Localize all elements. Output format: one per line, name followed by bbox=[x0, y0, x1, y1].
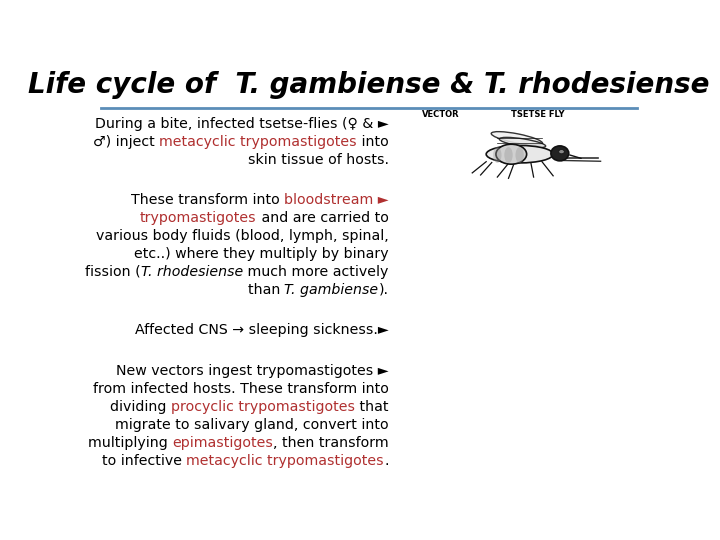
Text: ).: ). bbox=[379, 282, 389, 296]
Text: New vectors ingest trypomastigotes ►: New vectors ingest trypomastigotes ► bbox=[116, 364, 389, 378]
Text: During a bite, infected tsetse-flies (♀ & ►: During a bite, infected tsetse-flies (♀ … bbox=[95, 117, 389, 131]
Text: TSETSE FLY: TSETSE FLY bbox=[511, 110, 564, 119]
Ellipse shape bbox=[491, 132, 543, 145]
Text: skin tissue of hosts.: skin tissue of hosts. bbox=[248, 152, 389, 166]
Text: bloodstream ►: bloodstream ► bbox=[284, 193, 389, 207]
Text: that: that bbox=[355, 400, 389, 414]
Text: migrate to salivary gland, convert into: migrate to salivary gland, convert into bbox=[115, 418, 389, 432]
Text: , then transform: , then transform bbox=[273, 436, 389, 450]
Text: These transform into: These transform into bbox=[130, 193, 284, 207]
Ellipse shape bbox=[516, 147, 524, 163]
Text: than: than bbox=[248, 282, 284, 296]
Ellipse shape bbox=[559, 150, 564, 154]
Ellipse shape bbox=[504, 147, 513, 163]
Text: dividing: dividing bbox=[110, 400, 171, 414]
Text: and are carried to: and are carried to bbox=[256, 211, 389, 225]
Ellipse shape bbox=[493, 147, 502, 163]
Text: Life cycle of  T. gambiense & T. rhodesiense: Life cycle of T. gambiense & T. rhodesie… bbox=[28, 71, 710, 99]
Ellipse shape bbox=[496, 144, 526, 164]
Text: trypomastigotes: trypomastigotes bbox=[140, 211, 256, 225]
Text: to infective: to infective bbox=[102, 454, 186, 468]
Text: much more actively: much more actively bbox=[243, 265, 389, 279]
Text: VECTOR: VECTOR bbox=[422, 110, 459, 119]
Ellipse shape bbox=[551, 146, 569, 161]
Text: T. gambiense: T. gambiense bbox=[284, 282, 379, 296]
Ellipse shape bbox=[499, 137, 546, 148]
Ellipse shape bbox=[486, 145, 553, 163]
Text: T. rhodesiense: T. rhodesiense bbox=[141, 265, 243, 279]
Text: .: . bbox=[384, 454, 389, 468]
Text: into: into bbox=[357, 134, 389, 149]
Text: metacyclic trypomastigotes: metacyclic trypomastigotes bbox=[186, 454, 384, 468]
Text: fission (: fission ( bbox=[85, 265, 141, 279]
Text: procyclic trypomastigotes: procyclic trypomastigotes bbox=[171, 400, 355, 414]
Text: metacyclic trypomastigotes: metacyclic trypomastigotes bbox=[159, 134, 357, 149]
Text: ♂) inject: ♂) inject bbox=[93, 134, 159, 149]
Text: various body fluids (blood, lymph, spinal,: various body fluids (blood, lymph, spina… bbox=[96, 229, 389, 243]
Text: Affected CNS → sleeping sickness.►: Affected CNS → sleeping sickness.► bbox=[135, 323, 389, 338]
Text: epimastigotes: epimastigotes bbox=[172, 436, 273, 450]
Text: multiplying: multiplying bbox=[88, 436, 172, 450]
Text: from infected hosts. These transform into: from infected hosts. These transform int… bbox=[93, 382, 389, 396]
Text: etc..) where they multiply by binary: etc..) where they multiply by binary bbox=[134, 247, 389, 261]
